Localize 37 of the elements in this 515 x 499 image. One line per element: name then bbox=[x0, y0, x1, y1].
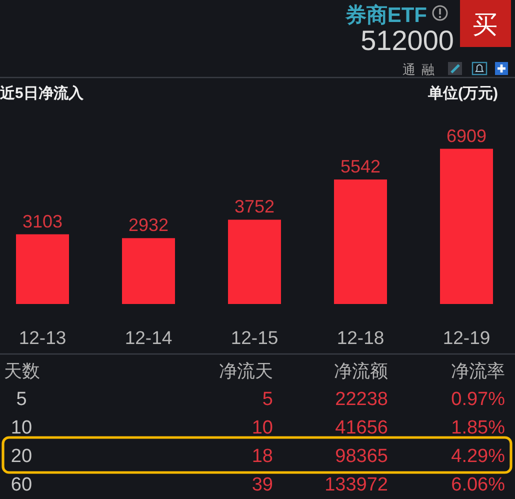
x-tick-label: 12-15 bbox=[230, 327, 278, 348]
data-label: 3103 bbox=[22, 211, 63, 232]
category-label: 5 bbox=[16, 389, 27, 410]
text: 0.97% bbox=[451, 389, 505, 410]
category-label: 60 bbox=[10, 474, 32, 496]
data-label: 6909 bbox=[446, 126, 487, 146]
x-tick-label: 12-14 bbox=[124, 327, 172, 348]
text: 天数 bbox=[4, 361, 40, 381]
text: 5 bbox=[262, 389, 273, 410]
text: 券商ETF bbox=[344, 3, 428, 27]
text: 133972 bbox=[324, 474, 388, 496]
category-label: 10 bbox=[10, 418, 32, 438]
x-tick-label: 12-13 bbox=[18, 327, 66, 348]
text: 通 bbox=[402, 62, 416, 77]
text: 融 bbox=[422, 62, 434, 77]
text: 22238 bbox=[335, 389, 388, 410]
category-label: 净流率 bbox=[451, 361, 505, 381]
text: 6.06% bbox=[451, 474, 505, 496]
text: 18 bbox=[252, 446, 273, 467]
chart-title: 近5日净流入 bbox=[0, 84, 84, 102]
text: 4.29% bbox=[451, 446, 505, 467]
buy-button: 买 bbox=[460, 0, 511, 47]
text: 512000 bbox=[360, 25, 454, 56]
x-tick-label: 12-18 bbox=[336, 327, 384, 348]
data-label: 3752 bbox=[234, 196, 275, 217]
text: 39 bbox=[252, 474, 273, 496]
text: 1.85% bbox=[451, 418, 505, 438]
data-label: 5542 bbox=[340, 156, 381, 176]
category-label: 20 bbox=[10, 446, 32, 467]
text: 41656 bbox=[335, 418, 388, 438]
category-label: 净流额 bbox=[334, 361, 388, 381]
data-label: 2932 bbox=[128, 215, 169, 236]
text: 单位(万元) bbox=[427, 85, 498, 102]
category-label: 净流天 bbox=[219, 361, 273, 381]
text: 98365 bbox=[335, 446, 388, 467]
x-tick-label: 12-19 bbox=[442, 327, 490, 348]
text: 10 bbox=[252, 418, 273, 438]
